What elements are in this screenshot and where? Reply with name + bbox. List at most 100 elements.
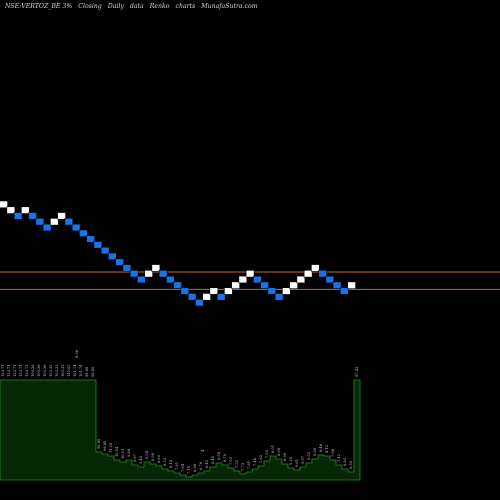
- renko-brick-38: [274, 293, 284, 301]
- renko-brick-20: [144, 270, 153, 278]
- renko-brick-19: [137, 275, 146, 284]
- renko-brick-2: [13, 212, 23, 220]
- renko-brick-22: [158, 270, 168, 278]
- renko-brick-31: [224, 287, 233, 295]
- volume-label-7: 100.26: [43, 364, 47, 377]
- header-kind: charts: [175, 3, 196, 10]
- renko-brick-34: [245, 270, 255, 278]
- renko-brick-27: [195, 298, 204, 307]
- header-site: MunafaSutra.com: [201, 3, 258, 10]
- renko-brick-25: [180, 287, 190, 295]
- volume-label-48: 9.25: [289, 456, 293, 465]
- volume-label-54: 8.12: [325, 445, 329, 453]
- renko-brick-12: [86, 235, 95, 243]
- volume-label-28: 8.14: [169, 459, 173, 468]
- renko-brick-46: [332, 281, 342, 289]
- volume-label-10: 103.32: [61, 364, 65, 377]
- volume-label-15: 98.85: [91, 366, 95, 377]
- renko-brick-39: [282, 287, 291, 295]
- volume-label-17: 98.85: [103, 440, 107, 451]
- volume-label-19: 10.54: [115, 446, 119, 457]
- renko-brick-33: [238, 275, 248, 284]
- volume-label-6: 100.26: [37, 364, 41, 377]
- volume-label-25: 8.98: [151, 452, 155, 461]
- renko-brick-41: [296, 275, 306, 284]
- volume-label-38: 7.03: [229, 456, 233, 465]
- renko-brick-21: [151, 264, 161, 272]
- renko-brick-14: [100, 246, 110, 255]
- renko-brick-1: [6, 206, 16, 214]
- volume-label-47: 8.90: [283, 452, 287, 461]
- renko-brick-13: [93, 241, 103, 249]
- renko-brick-4: [28, 212, 37, 220]
- volume-label-23: 9.43: [139, 455, 143, 464]
- volume-label-51: 9.52: [307, 452, 311, 460]
- renko-brick-16: [115, 258, 124, 266]
- volume-label-43: 7.62: [259, 455, 263, 463]
- volume-label-13: 101.74: [79, 364, 83, 377]
- volume-label-18: 11.16: [109, 442, 113, 453]
- volume-series: [0, 379, 361, 481]
- volume-label-8: 103.32: [49, 364, 53, 377]
- volume-label-5: 100.26: [31, 364, 35, 377]
- volume-label-41: 7.81: [247, 461, 251, 469]
- volume-label-42: 7.48: [253, 457, 257, 466]
- renko-brick-30: [216, 293, 226, 301]
- volume-label-22: 9.67: [133, 453, 137, 462]
- volume-label-4: 123.71: [25, 364, 29, 377]
- renko-brick-36: [260, 281, 269, 289]
- renko-brick-5: [35, 218, 45, 226]
- volume-labels: 123.71 123.71 123.71 123.71 123.71 100.26 100.…: [1, 349, 359, 474]
- volume-label-2: 123.71: [13, 364, 17, 377]
- volume-label-59: 87.43: [355, 366, 359, 377]
- volume-label-21: 9.88: [127, 448, 131, 457]
- header-period: Daily: [107, 3, 124, 10]
- header-closing: Closing: [78, 3, 102, 10]
- renko-brick-15: [108, 252, 117, 261]
- renko-brick-29: [209, 287, 219, 295]
- volume-label-37: 6.79: [223, 453, 227, 462]
- renko-brick-32: [231, 281, 240, 289]
- renko-brick-40: [289, 281, 298, 289]
- volume-label-58: 6.55: [349, 460, 353, 469]
- volume-label-27: 8.33: [163, 457, 167, 466]
- header-data: data: [129, 3, 144, 10]
- volume-label-12: 101.74: [73, 364, 77, 377]
- renko-brick-45: [325, 275, 335, 284]
- volume-label-3: 123.71: [19, 364, 23, 377]
- renko-brick-26: [187, 293, 197, 301]
- volume-label-52: 9.09: [313, 447, 317, 456]
- volume-label-16: 98.85: [97, 438, 101, 449]
- volume-label-56: 7.12: [337, 454, 341, 462]
- renko-brick-24: [173, 281, 182, 289]
- volume-label-31: 7.15: [187, 465, 191, 474]
- volume-label-34: 6.42: [205, 460, 209, 468]
- renko-brick-43: [311, 264, 320, 272]
- header-symbol: NSE:VERTOZ_BE 3%: [5, 3, 73, 10]
- renko-brick-18: [129, 270, 139, 278]
- renko-brick-23: [166, 275, 175, 284]
- renko-bricks: [0, 200, 356, 307]
- volume-label-39: 7.32: [235, 460, 239, 468]
- volume-label-14: 98.85: [85, 366, 89, 377]
- volume-label-29: 7.81: [175, 462, 179, 470]
- header-style: Renko: [149, 3, 170, 10]
- volume-mark-label: 4: [200, 449, 205, 452]
- renko-brick-10: [71, 223, 81, 232]
- renko-brick-11: [79, 229, 88, 237]
- volume-label-33: 6.76: [199, 461, 203, 470]
- volume-label-49: 9.61: [295, 459, 299, 467]
- volume-label-11: 112.62: [67, 364, 71, 377]
- volume-label-26: 8.60: [157, 454, 161, 463]
- renko-brick-35: [253, 275, 262, 284]
- volume-label-9: 103.32: [55, 364, 59, 377]
- renko-brick-7: [50, 218, 59, 226]
- volume-label-1: 123.71: [7, 364, 11, 377]
- volume-label-55: 7.66: [331, 448, 335, 457]
- volume-label-50: 9.97: [301, 455, 305, 464]
- renko-brick-28: [202, 293, 211, 301]
- volume-label-20: 10.01: [121, 449, 125, 459]
- renko-brick-3: [21, 206, 30, 214]
- volume-label-24: 9.04: [145, 450, 149, 459]
